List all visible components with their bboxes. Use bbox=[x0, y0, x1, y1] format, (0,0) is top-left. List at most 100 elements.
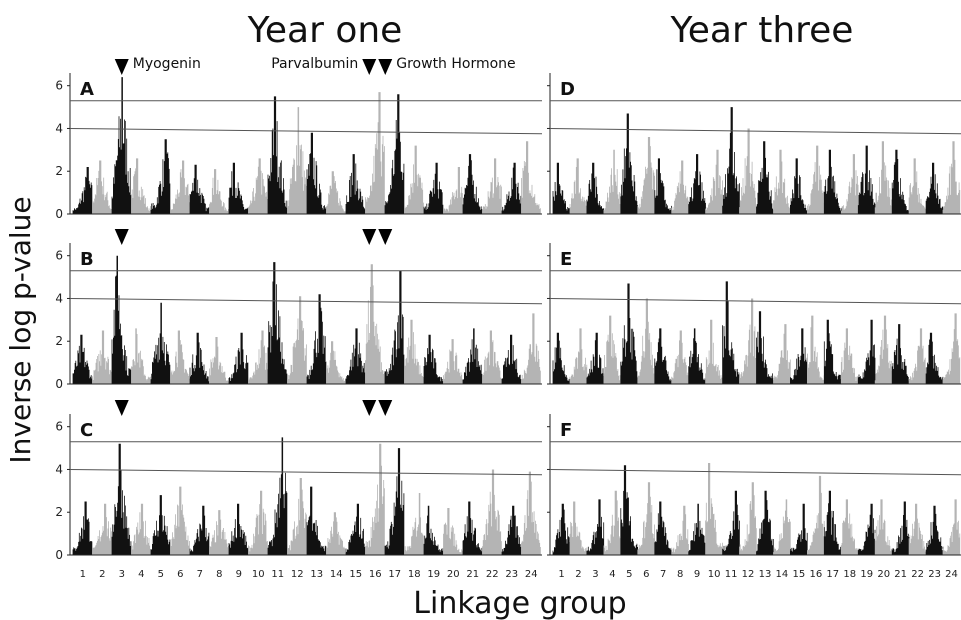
bars-panel-E bbox=[552, 281, 961, 384]
linkage-bars-4 bbox=[603, 149, 622, 214]
x-tick-label-16: 16 bbox=[810, 569, 823, 580]
linkage-bars-7 bbox=[654, 328, 672, 384]
linkage-bars-8 bbox=[209, 337, 229, 384]
panel-label-E: E bbox=[560, 249, 572, 270]
x-tick-label-1: 1 bbox=[80, 569, 86, 580]
x-tick-label-18: 18 bbox=[408, 569, 421, 580]
linkage-bars-14 bbox=[326, 512, 346, 555]
linkage-bars-8 bbox=[671, 330, 689, 384]
x-tick-label-24: 24 bbox=[945, 569, 958, 580]
threshold-line-2 bbox=[69, 128, 543, 135]
x-tick-label-18: 18 bbox=[843, 569, 856, 580]
x-tick-label-12: 12 bbox=[291, 569, 304, 580]
linkage-bars-10 bbox=[705, 149, 723, 214]
y-tick-label-4: 4 bbox=[55, 121, 63, 135]
linkage-bars-12 bbox=[739, 298, 757, 384]
linkage-bars-3 bbox=[586, 332, 605, 384]
linkage-bars-13 bbox=[756, 311, 774, 384]
linkage-bars-23 bbox=[925, 505, 944, 555]
panel-label-C: C bbox=[80, 420, 93, 441]
linkage-bars-23 bbox=[501, 334, 522, 384]
linkage-bars-15 bbox=[790, 503, 808, 555]
linkage-bars-20 bbox=[874, 315, 893, 384]
linkage-bars-11 bbox=[722, 490, 740, 555]
panel-E: E bbox=[547, 243, 961, 385]
threshold-line-2 bbox=[549, 128, 961, 135]
y-tick-label-2: 2 bbox=[55, 505, 63, 519]
x-tick-label-5: 5 bbox=[158, 569, 164, 580]
y-tick-label-4: 4 bbox=[55, 462, 63, 476]
linkage-bars-4 bbox=[131, 328, 151, 384]
linkage-bars-8 bbox=[671, 505, 689, 555]
panel-B: 0 2 4 6 B bbox=[55, 229, 543, 391]
linkage-bars-12 bbox=[739, 128, 757, 214]
x-axis-label: Linkage group bbox=[413, 586, 626, 620]
linkage-bars-15 bbox=[790, 158, 808, 214]
panel-label-A: A bbox=[80, 79, 94, 100]
linkage-bars-19 bbox=[857, 503, 876, 555]
gene-label-growth-hormone: Growth Hormone bbox=[396, 56, 515, 72]
linkage-bars-6 bbox=[170, 486, 190, 555]
x-tick-label-1: 1 bbox=[558, 569, 564, 580]
x-tick-label-10: 10 bbox=[252, 569, 265, 580]
linkage-bars-8 bbox=[671, 160, 689, 214]
marker-arrow-growth-hormone bbox=[378, 400, 393, 416]
linkage-bars-17 bbox=[384, 448, 405, 555]
linkage-bars-16 bbox=[807, 475, 825, 555]
marker-arrow-myogenin bbox=[114, 400, 129, 416]
linkage-bars-7 bbox=[189, 164, 210, 214]
linkage-bars-9 bbox=[688, 503, 706, 555]
linkage-bars-19 bbox=[857, 319, 876, 384]
x-tick-label-6: 6 bbox=[643, 569, 649, 580]
x-tick-label-7: 7 bbox=[197, 569, 203, 580]
threshold-line-2 bbox=[549, 298, 961, 305]
linkage-bars-15 bbox=[790, 328, 808, 384]
linkage-bars-23 bbox=[501, 162, 522, 214]
threshold-line-2 bbox=[69, 469, 543, 476]
x-tick-label-5: 5 bbox=[626, 569, 632, 580]
linkage-bars-1 bbox=[552, 503, 571, 555]
linkage-bars-4 bbox=[603, 490, 622, 555]
linkage-bars-19 bbox=[423, 505, 444, 555]
y-tick-label-6: 6 bbox=[55, 420, 63, 434]
linkage-bars-21 bbox=[891, 501, 910, 555]
linkage-bars-22 bbox=[908, 503, 927, 555]
linkage-bars-5 bbox=[620, 465, 638, 555]
linkage-bars-15 bbox=[345, 328, 366, 384]
linkage-bars-22 bbox=[908, 328, 927, 384]
y-axis-label: Inverse log p-value bbox=[4, 196, 37, 463]
linkage-bars-17 bbox=[823, 319, 842, 384]
marker-arrow-growth-hormone bbox=[378, 229, 393, 245]
x-tick-label-22: 22 bbox=[486, 569, 499, 580]
linkage-bars-24 bbox=[942, 499, 961, 555]
linkage-bars-5 bbox=[150, 139, 171, 214]
x-tick-label-22: 22 bbox=[911, 569, 924, 580]
x-tick-label-2: 2 bbox=[99, 569, 105, 580]
linkage-bars-23 bbox=[925, 162, 944, 214]
linkage-bars-3 bbox=[111, 443, 132, 555]
linkage-bars-21 bbox=[462, 328, 483, 384]
linkage-bars-14 bbox=[326, 341, 346, 384]
linkage-bars-20 bbox=[443, 167, 463, 214]
panel-label-D: D bbox=[560, 79, 575, 100]
linkage-bars-19 bbox=[423, 162, 444, 214]
linkage-bars-7 bbox=[654, 501, 672, 555]
linkage-bars-3 bbox=[586, 162, 605, 214]
linkage-bars-16 bbox=[365, 264, 385, 384]
threshold-line-2 bbox=[69, 298, 543, 305]
gene-label-parvalbumin: Parvalbumin bbox=[271, 56, 358, 72]
linkage-bars-7 bbox=[189, 505, 210, 555]
panel-A: 0 2 4 6 A Myogenin Parvalbumin Growth Hormone bbox=[55, 56, 543, 221]
marker-arrow-parvalbumin bbox=[362, 400, 377, 416]
linkage-bars-10 bbox=[248, 330, 268, 384]
x-tick-label-3: 3 bbox=[119, 569, 125, 580]
bars-panel-B bbox=[72, 255, 541, 384]
gene-label-myogenin: Myogenin bbox=[133, 56, 201, 72]
linkage-bars-20 bbox=[443, 339, 463, 384]
panel-label-F: F bbox=[560, 420, 572, 441]
linkage-bars-18 bbox=[840, 154, 859, 214]
bars-panel-A bbox=[72, 77, 541, 214]
linkage-bars-19 bbox=[423, 334, 444, 384]
linkage-bars-11 bbox=[722, 107, 740, 214]
linkage-bars-4 bbox=[603, 315, 622, 384]
